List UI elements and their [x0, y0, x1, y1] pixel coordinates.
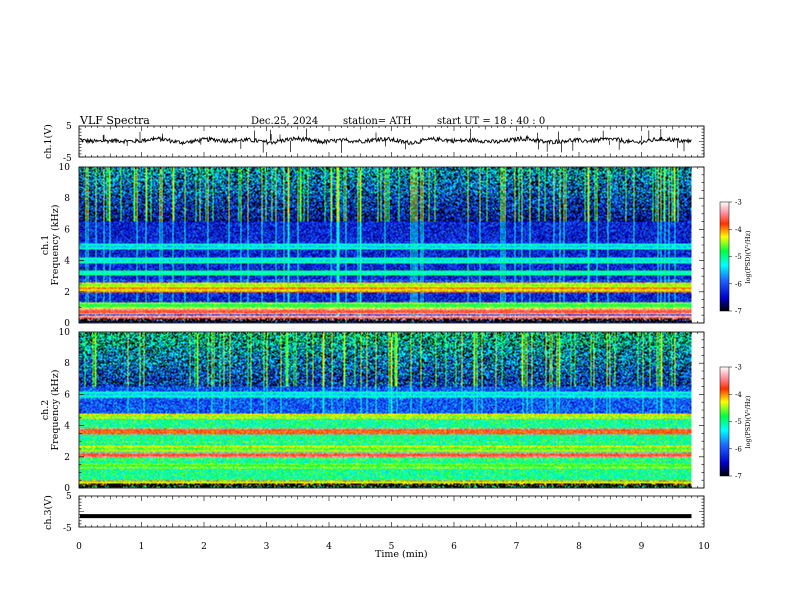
- figure-title: VLF Spectra: [79, 114, 150, 127]
- freq-tick-label: 4: [64, 257, 70, 267]
- ch2-colorbar-gradient: [720, 367, 729, 476]
- freq-tick-label: 0: [64, 484, 70, 494]
- x-tick-label: 7: [514, 542, 520, 552]
- freq-tick-label: 10: [59, 163, 71, 173]
- x-tick-label: 6: [451, 542, 457, 552]
- colorbar-tick-label: -3: [735, 364, 742, 372]
- x-tick-label: 4: [326, 542, 332, 552]
- colorbar-ticks: [729, 366, 732, 477]
- freq-tick-label: 4: [64, 422, 70, 432]
- ch3-ytick-top: 5: [66, 492, 72, 502]
- x-tick-label: 8: [576, 542, 582, 552]
- x-tick-label: 3: [264, 542, 270, 552]
- tick-marks: [78, 125, 705, 528]
- freq-tick-label: 2: [64, 288, 70, 298]
- x-tick-label: 2: [201, 542, 207, 552]
- axis-ticks: [78, 125, 732, 528]
- ch2-colorbar-frame: [719, 366, 730, 477]
- ch2-colorbar-label: log(PSD)(V²/Hz): [744, 395, 752, 448]
- colorbar-tick-label: -6: [735, 445, 742, 453]
- x-tick-label: 1: [139, 542, 145, 552]
- colorbar-tick-label: -5: [735, 253, 742, 261]
- ch2-colorbar: log(PSD)(V²/Hz): [719, 366, 752, 477]
- x-tick-label: 5: [389, 542, 395, 552]
- ch1-ytick-top: 5: [66, 122, 72, 132]
- freq-tick-label: 0: [64, 319, 70, 329]
- ch1-ytick-bottom: -5: [63, 154, 72, 164]
- ch1-waveform-spikes: [102, 128, 685, 153]
- colorbar-tick-label: -3: [735, 199, 742, 207]
- ch1-spectrogram-ylabel-line2: Frequency (kHz): [50, 205, 61, 286]
- ch2-spectrogram-ylabel-line1: ch.2: [40, 400, 51, 421]
- x-tick-label: 10: [698, 542, 710, 552]
- freq-tick-label: 10: [59, 328, 71, 338]
- ch3-ytick-bottom: -5: [63, 524, 72, 534]
- freq-tick-label: 8: [64, 359, 70, 369]
- colorbar-tick-label: -5: [735, 418, 742, 426]
- axis-tick-labels: 0 1 2 3 4 5 6 7 8 9 1010864201086420-3-4-5-6-7-3-4…: [59, 163, 743, 552]
- x-tick-label: 9: [639, 542, 645, 552]
- colorbar-tick-label: -4: [735, 391, 742, 399]
- colorbar-tick-label: -4: [735, 226, 742, 234]
- x-tick-label: 0: [76, 542, 82, 552]
- colorbar-tick-label: -6: [735, 280, 742, 288]
- start-ut-label: start UT = 18 : 40 : 0: [437, 116, 545, 127]
- colorbar-tick-label: -7: [735, 308, 742, 316]
- colorbar-tick-label: -7: [735, 473, 742, 481]
- ch1-colorbar: log(PSD)(V²/Hz): [719, 201, 752, 312]
- freq-tick-label: 8: [64, 194, 70, 204]
- x-axis-label: Time (min): [375, 549, 428, 560]
- ch1-spectrogram-image: [79, 167, 692, 323]
- colorbar-ticks: [729, 201, 732, 312]
- freq-tick-label: 2: [64, 453, 70, 463]
- ch1-spectrogram-ylabel-line1: ch.1: [40, 235, 51, 256]
- freq-tick-label: 6: [64, 225, 70, 235]
- ch1-colorbar-label: log(PSD)(V²/Hz): [744, 230, 752, 283]
- station-label: station= ATH: [343, 116, 412, 127]
- ch1-waveform-ylabel: ch.1(V): [43, 124, 54, 159]
- date-label: Dec.25, 2024: [251, 116, 318, 127]
- ch1-colorbar-gradient: [720, 202, 729, 311]
- freq-tick-label: 6: [64, 390, 70, 400]
- ch2-spectrogram-ylabel-line2: Frequency (kHz): [50, 370, 61, 451]
- ch1-colorbar-frame: [719, 201, 730, 312]
- ch3-waveform-ylabel: ch.3(V): [43, 495, 54, 530]
- ch2-spectrogram-image: [79, 332, 692, 488]
